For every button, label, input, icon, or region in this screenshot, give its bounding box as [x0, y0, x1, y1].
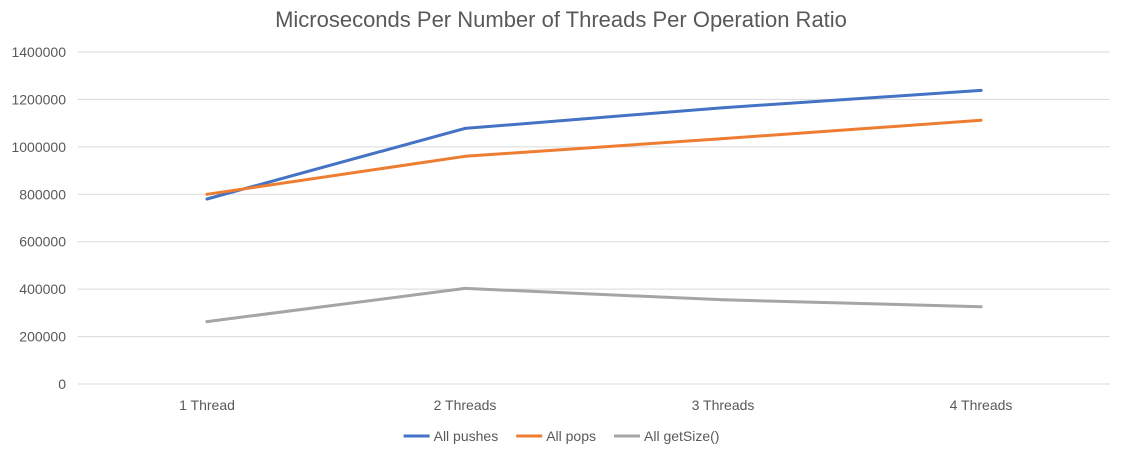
y-tick-label: 400000	[19, 281, 66, 297]
data-point	[979, 118, 983, 122]
data-point	[205, 320, 209, 324]
legend-label: All getSize()	[644, 428, 719, 444]
legend-item: All pushes	[403, 428, 499, 444]
gridlines	[78, 51, 1110, 385]
legend-label: All pops	[546, 428, 596, 444]
data-point	[463, 286, 467, 290]
y-tick-label: 600000	[19, 234, 66, 250]
y-tick-label: 1200000	[11, 91, 66, 107]
x-axis-tick-labels: 1 Thread 2 Threads 3 Threads 4 Threads	[179, 397, 1012, 413]
data-point	[463, 154, 467, 158]
legend: All pushes All pops All getSize()	[403, 428, 719, 444]
data-point	[721, 298, 725, 302]
y-axis-tick-labels: 0 200000 400000 600000 800000 1000000 1200000 1…	[11, 44, 66, 392]
y-tick-label: 0	[58, 376, 66, 392]
data-point	[979, 305, 983, 309]
data-point	[205, 192, 209, 196]
y-tick-label: 1000000	[11, 139, 66, 155]
x-tick-label: 3 Threads	[692, 397, 755, 413]
x-tick-label: 4 Threads	[950, 397, 1013, 413]
chart-title: Microseconds Per Number of Threads Per O…	[275, 7, 847, 32]
legend-item: All pops	[516, 428, 596, 444]
series-line-2	[205, 118, 983, 196]
data-point	[205, 197, 209, 201]
legend-label: All pushes	[434, 428, 499, 444]
data-point	[463, 126, 467, 130]
legend-item: All getSize()	[614, 428, 719, 444]
series-line-1	[205, 88, 983, 201]
data-point	[979, 88, 983, 92]
data-point	[721, 137, 725, 141]
y-tick-label: 1400000	[11, 44, 66, 60]
data-point	[721, 106, 725, 110]
series-lines	[205, 88, 983, 324]
series-line-3	[205, 286, 983, 324]
x-tick-label: 1 Thread	[179, 397, 235, 413]
y-tick-label: 800000	[19, 186, 66, 202]
x-tick-label: 2 Threads	[434, 397, 497, 413]
y-tick-label: 200000	[19, 329, 66, 345]
